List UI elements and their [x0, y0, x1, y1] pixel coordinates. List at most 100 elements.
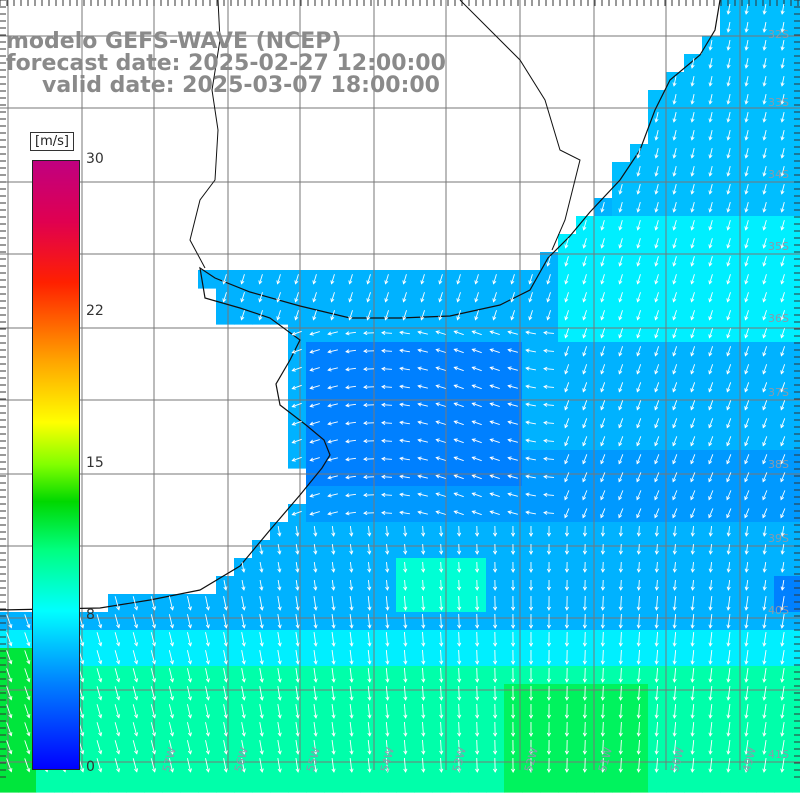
- wind-arrow: [456, 292, 461, 303]
- wind-arrow: [672, 76, 677, 87]
- field-cell: [792, 450, 800, 469]
- wind-arrow: [708, 130, 713, 141]
- wind-arrow: [708, 667, 713, 683]
- wind-arrow: [744, 130, 749, 141]
- wind-arrow: [349, 579, 354, 591]
- wind-arrow: [600, 436, 606, 447]
- wind-arrow: [672, 292, 677, 303]
- wind-arrow: [636, 364, 642, 375]
- field-cell: [792, 36, 800, 55]
- wind-arrow: [223, 632, 228, 647]
- wind-arrow: [349, 543, 354, 555]
- field-cell: [504, 774, 523, 793]
- wind-arrow: [421, 685, 426, 701]
- wind-arrow: [672, 631, 677, 647]
- wind-arrow: [291, 330, 302, 336]
- field-cell: [792, 774, 800, 793]
- wind-arrow: [726, 757, 731, 773]
- wind-arrow: [780, 274, 785, 285]
- wind-arrow: [277, 525, 282, 537]
- wind-arrow: [582, 703, 587, 719]
- wind-arrow: [403, 525, 408, 537]
- field-cell: [522, 774, 541, 793]
- wind-arrow: [150, 650, 157, 665]
- wind-arrow: [403, 757, 408, 773]
- wind-arrow: [744, 525, 749, 537]
- wind-arrow: [654, 543, 659, 555]
- wind-arrow: [363, 367, 375, 372]
- wind-arrow: [690, 76, 695, 87]
- wind-arrow: [439, 561, 444, 573]
- wind-arrow: [708, 328, 713, 339]
- wind-arrow: [420, 274, 425, 285]
- wind-arrow: [708, 757, 713, 773]
- field-cell: [234, 774, 253, 793]
- wind-arrow: [672, 346, 678, 357]
- wind-arrow: [618, 721, 623, 737]
- field-cell: [648, 90, 667, 109]
- field-cell: [216, 774, 235, 793]
- wind-arrow: [546, 561, 552, 573]
- wind-arrow: [690, 703, 695, 719]
- wind-arrow: [564, 579, 570, 591]
- wind-arrow: [528, 579, 534, 591]
- wind-arrow: [6, 704, 13, 719]
- wind-arrow: [726, 256, 731, 267]
- field-cell: [792, 144, 800, 163]
- wind-arrow: [456, 274, 461, 285]
- wind-arrow: [241, 758, 246, 773]
- wind-arrow: [421, 757, 426, 773]
- wind-arrow: [654, 166, 659, 177]
- wind-arrow: [349, 613, 354, 629]
- wind-arrow: [417, 492, 428, 497]
- wind-arrow: [489, 330, 500, 336]
- wind-arrow: [690, 166, 695, 177]
- wind-arrow: [223, 668, 228, 683]
- wind-arrow: [309, 493, 320, 498]
- wind-arrow: [618, 649, 623, 665]
- wind-arrow: [564, 631, 569, 647]
- wind-arrow: [744, 543, 749, 555]
- wind-arrow: [132, 740, 139, 755]
- lat-label: 36S: [768, 312, 789, 325]
- wind-arrow: [780, 184, 785, 195]
- wind-arrow: [762, 292, 767, 303]
- wind-arrow: [150, 740, 157, 755]
- wind-arrow: [618, 382, 624, 393]
- wind-arrow: [525, 456, 536, 461]
- wind-arrow: [600, 667, 605, 683]
- wind-arrow: [439, 579, 444, 591]
- wind-arrow: [417, 348, 428, 353]
- wind-arrow: [582, 739, 587, 755]
- wind-arrow: [313, 525, 318, 537]
- wind-arrow: [726, 112, 731, 123]
- wind-arrow: [780, 704, 785, 719]
- wind-arrow: [457, 649, 462, 665]
- wind-arrow: [618, 739, 623, 755]
- wind-arrow: [223, 704, 228, 719]
- wind-arrow: [294, 292, 299, 303]
- wind-arrow: [241, 580, 246, 591]
- wind-arrow: [345, 403, 357, 408]
- wind-arrow: [277, 579, 282, 591]
- wind-arrow: [636, 757, 641, 773]
- wind-arrow: [294, 310, 299, 321]
- wind-arrow: [762, 704, 767, 719]
- wind-arrow: [726, 436, 732, 447]
- wind-arrow: [385, 561, 390, 573]
- wind-arrow: [399, 384, 411, 389]
- wind-arrow: [762, 58, 767, 69]
- wind-arrow: [277, 668, 282, 683]
- wind-arrow: [744, 22, 749, 33]
- wind-arrow: [762, 184, 767, 195]
- wind-arrow: [744, 704, 749, 719]
- wind-arrow: [564, 739, 569, 755]
- wind-arrow: [636, 525, 641, 537]
- wind-arrow: [564, 328, 569, 339]
- wind-arrow: [762, 632, 767, 647]
- wind-arrow: [385, 543, 390, 555]
- wind-arrow: [421, 721, 426, 737]
- wind-arrow: [259, 704, 264, 719]
- wind-arrow: [435, 330, 446, 335]
